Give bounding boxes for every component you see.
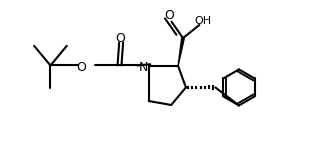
Text: O: O [164, 9, 174, 22]
Text: N: N [139, 61, 149, 74]
Text: O: O [77, 61, 86, 74]
Polygon shape [178, 38, 184, 66]
Text: O: O [115, 32, 125, 45]
Text: OH: OH [195, 16, 212, 26]
